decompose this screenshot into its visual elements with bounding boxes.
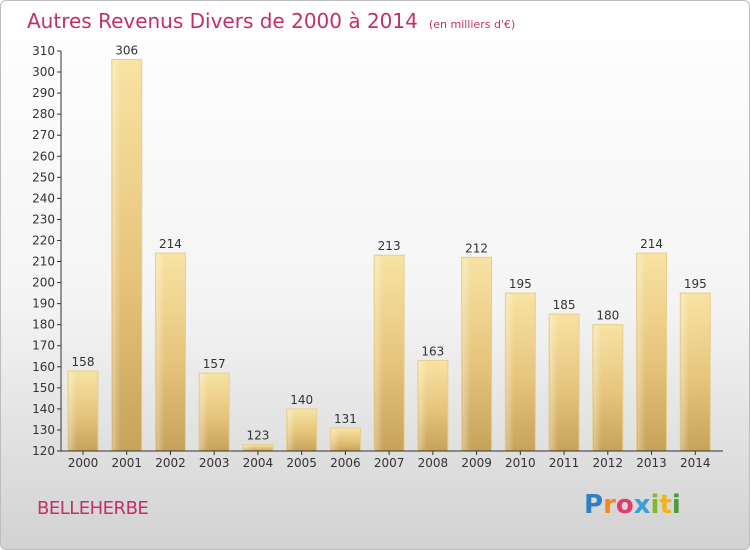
bar-highlight (69, 372, 77, 450)
value-label-2001: 306 (115, 43, 138, 57)
y-tick-label: 170 (32, 339, 55, 353)
x-tick-label-2006: 2006 (330, 456, 361, 470)
value-label-2014: 195 (684, 277, 707, 291)
y-tick-label: 260 (32, 149, 55, 163)
commune-name: BELLEHERBE (37, 498, 149, 519)
value-label-2006: 131 (334, 412, 357, 426)
bar-highlight (112, 60, 121, 450)
y-tick-label: 190 (32, 297, 55, 311)
x-tick-label-2009: 2009 (461, 456, 492, 470)
bar-highlight (375, 256, 384, 450)
y-tick-label: 240 (32, 191, 55, 205)
bar-highlight (331, 428, 340, 450)
x-tick-label-2008: 2008 (418, 456, 449, 470)
bar-highlight (681, 294, 690, 450)
bar-highlight (550, 315, 559, 450)
value-label-2003: 157 (203, 357, 226, 371)
y-tick-label: 220 (32, 233, 55, 247)
x-tick-label-2001: 2001 (111, 456, 142, 470)
y-tick-label: 270 (32, 128, 55, 142)
x-tick-label-2000: 2000 (68, 456, 99, 470)
value-label-2002: 214 (159, 237, 182, 251)
x-tick-label-2014: 2014 (680, 456, 711, 470)
bar-highlight (506, 294, 515, 450)
proxiti-logo: Proxiti (584, 490, 681, 520)
value-label-2008: 163 (421, 344, 444, 358)
value-label-2009: 212 (465, 241, 488, 255)
y-tick-label: 300 (32, 65, 55, 79)
y-tick-label: 200 (32, 276, 55, 290)
x-tick-label-2003: 2003 (199, 456, 230, 470)
value-label-2007: 213 (378, 239, 401, 253)
y-tick-label: 130 (32, 423, 55, 437)
value-label-2004: 123 (246, 429, 269, 443)
y-tick-label: 120 (32, 444, 55, 458)
x-tick-label-2007: 2007 (374, 456, 405, 470)
x-tick-label-2005: 2005 (286, 456, 317, 470)
x-axis: 2000 2001 2002 2003 2004 2005 2006 2007 2008 2009… (61, 450, 723, 470)
y-tick-label: 290 (32, 86, 55, 100)
x-tick-label-2012: 2012 (593, 456, 624, 470)
bar-highlight (637, 254, 646, 450)
x-tick-label-2002: 2002 (155, 456, 186, 470)
value-label-2011: 185 (553, 298, 576, 312)
x-tick-label-2010: 2010 (505, 456, 536, 470)
y-tick-label: 150 (32, 381, 55, 395)
y-tick-label: 250 (32, 170, 55, 184)
y-tick-label: 180 (32, 318, 55, 332)
bar-highlight (593, 325, 602, 450)
bar-highlight (418, 361, 427, 450)
bar-highlight (243, 445, 252, 450)
y-tick-label: 230 (32, 212, 55, 226)
chart-title-main: Autres Revenus Divers de 2000 à 2014 (27, 9, 418, 33)
x-tick-label-2013: 2013 (636, 456, 667, 470)
chart-title-unit: (en milliers d'€) (428, 18, 516, 31)
y-tick-label: 310 (32, 44, 55, 58)
y-tick-label: 280 (32, 107, 55, 121)
y-tick-label: 140 (32, 402, 55, 416)
bar-highlight (200, 374, 209, 450)
bar-highlight (462, 258, 471, 450)
bars: 158 306 214 157 123 140 131 213 163 212 195 185 180 2… (67, 43, 711, 452)
x-tick-label-2011: 2011 (549, 456, 580, 470)
value-label-2000: 158 (72, 355, 95, 369)
y-tick-label: 160 (32, 360, 55, 374)
value-label-2005: 140 (290, 393, 313, 407)
value-label-2010: 195 (509, 277, 532, 291)
bar-highlight (156, 254, 165, 450)
y-tick-label: 210 (32, 255, 55, 269)
x-tick-label-2004: 2004 (243, 456, 274, 470)
bar-highlight (287, 409, 296, 450)
chart-title: Autres Revenus Divers de 2000 à 2014 (en… (27, 9, 515, 33)
y-axis: 120 130 140 150 160 170 180 190 200 210 220 230 240 2… (32, 44, 62, 458)
value-label-2013: 214 (640, 237, 663, 251)
value-label-2012: 180 (596, 309, 619, 323)
